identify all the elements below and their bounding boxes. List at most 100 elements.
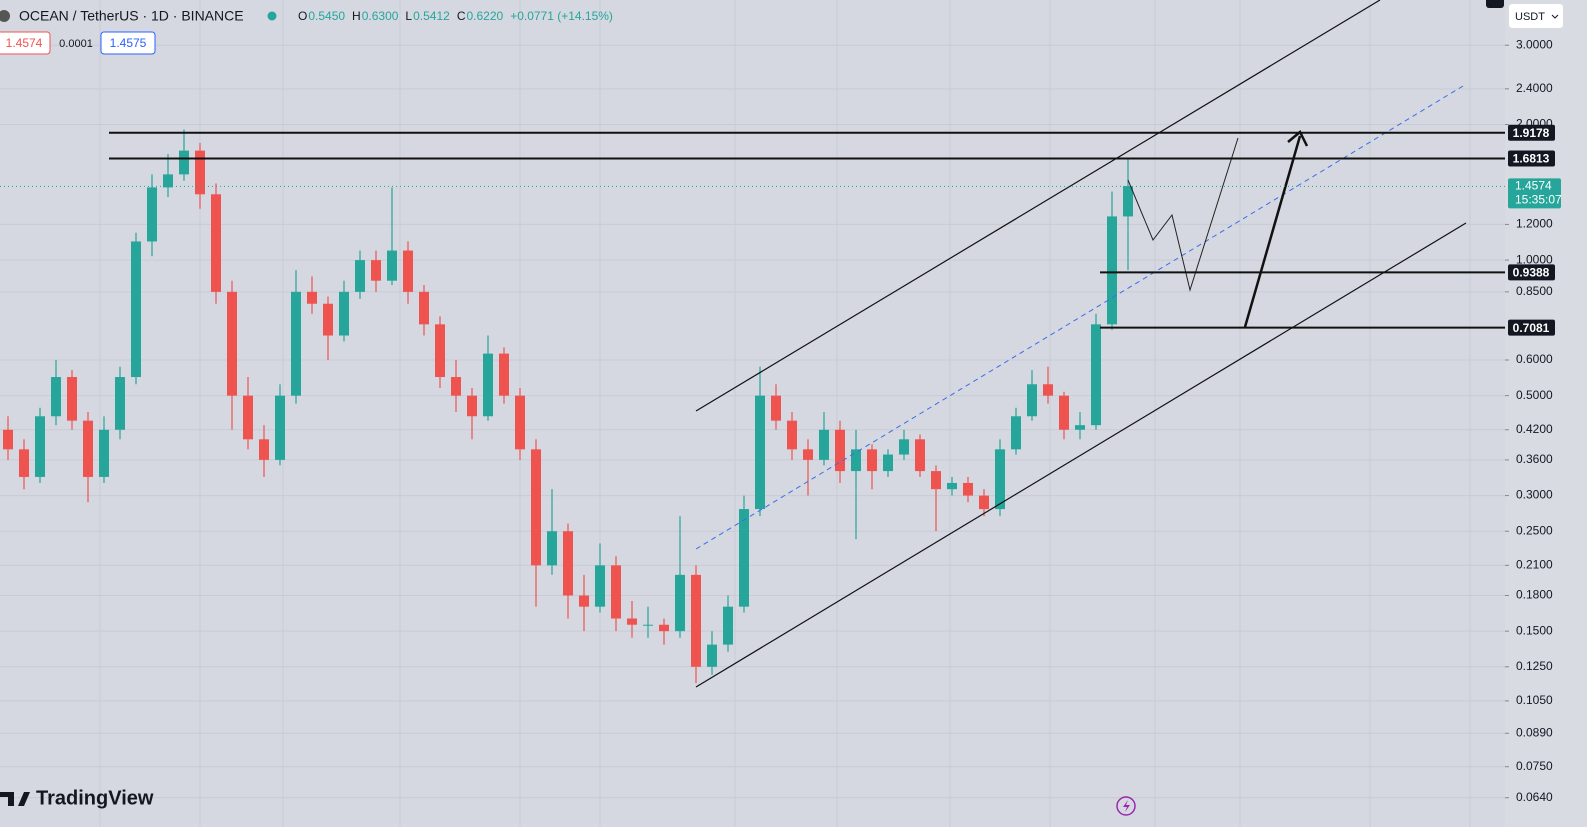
candle-body bbox=[339, 291, 349, 336]
bid[interactable]: 1.4574 bbox=[6, 36, 43, 50]
candle-body bbox=[83, 420, 93, 477]
y-tick-label: 2.0000 bbox=[1516, 117, 1553, 131]
candle-body bbox=[1107, 216, 1117, 325]
y-tick-label: 0.1250 bbox=[1516, 659, 1553, 673]
y-tick-label: 0.3600 bbox=[1516, 452, 1553, 466]
level-label: 0.9388 bbox=[1513, 266, 1550, 280]
candle-body bbox=[243, 395, 253, 440]
level-label-box bbox=[1508, 124, 1555, 141]
y-tick-label: 0.0640 bbox=[1516, 790, 1553, 804]
candle-body bbox=[387, 250, 397, 281]
dropdown-caret[interactable] bbox=[1551, 14, 1559, 19]
candle-body bbox=[563, 531, 573, 596]
level-label-box bbox=[1508, 264, 1555, 281]
ohlc-key: C bbox=[457, 9, 466, 23]
candle-body bbox=[259, 439, 269, 460]
candle-body bbox=[819, 429, 829, 460]
y-tick-label: 0.1050 bbox=[1516, 693, 1553, 707]
candle-body bbox=[403, 250, 413, 292]
current-price-label: 1.4574 bbox=[1515, 179, 1552, 193]
candle-body bbox=[787, 420, 797, 450]
candle-body bbox=[723, 606, 733, 645]
y-tick-label: 0.5000 bbox=[1516, 388, 1553, 402]
brand: TradingView bbox=[36, 787, 154, 809]
candle-body bbox=[531, 449, 541, 566]
candle-body bbox=[707, 644, 717, 667]
y-tick-label: 0.2100 bbox=[1516, 558, 1553, 572]
y-tick-label: 0.0750 bbox=[1516, 759, 1553, 773]
y-tick-label: 0.0890 bbox=[1516, 725, 1553, 739]
candle-body bbox=[979, 495, 989, 510]
candle-body bbox=[275, 395, 285, 460]
ohlc-value: 0.5450 bbox=[308, 9, 345, 23]
candle-body bbox=[691, 574, 701, 667]
ohlc-value: 0.5412 bbox=[413, 9, 450, 23]
ohlc: O 0.5450 H 0.6300 L 0.5412 C 0.6220 bbox=[298, 9, 504, 23]
candle-body bbox=[3, 429, 13, 450]
candle-body bbox=[483, 353, 493, 417]
candle-body bbox=[675, 574, 685, 632]
event-bolt[interactable] bbox=[1123, 800, 1130, 812]
currency-button[interactable] bbox=[1509, 4, 1563, 28]
currency[interactable]: USDT bbox=[1515, 11, 1545, 23]
candle-body bbox=[291, 291, 301, 396]
level-label: 0.7081 bbox=[1513, 321, 1550, 335]
candle-body bbox=[67, 377, 77, 421]
candle-body bbox=[419, 291, 429, 325]
candle-body bbox=[147, 187, 157, 242]
candle-body bbox=[579, 595, 589, 607]
candle-body bbox=[467, 395, 477, 417]
ohlc-key: L bbox=[405, 9, 412, 23]
y-tick-label: 0.8500 bbox=[1516, 284, 1553, 298]
candles bbox=[3, 129, 1133, 684]
candle-body bbox=[19, 449, 29, 477]
candle-body bbox=[643, 624, 653, 626]
candle-body bbox=[963, 482, 973, 496]
ohlc-key: H bbox=[352, 9, 361, 23]
y-tick-label: 2.4000 bbox=[1516, 81, 1553, 95]
change: +0.0771 (+14.15%) bbox=[510, 9, 613, 23]
candle-body bbox=[899, 439, 909, 455]
candle-body bbox=[1027, 384, 1037, 417]
candle-body bbox=[211, 194, 221, 292]
candle-body bbox=[803, 449, 813, 460]
ask[interactable]: 1.4575 bbox=[110, 36, 147, 50]
current-price-box bbox=[1508, 178, 1561, 209]
level-label: 1.6813 bbox=[1513, 152, 1550, 166]
y-tick-label: 0.3000 bbox=[1516, 488, 1553, 502]
countdown: 15:35:07 bbox=[1515, 193, 1562, 207]
candle-body bbox=[307, 291, 317, 304]
symbol-icon bbox=[0, 10, 10, 22]
ask-box[interactable] bbox=[100, 31, 156, 55]
y-tick-label: 1.0000 bbox=[1516, 252, 1553, 266]
candle-body bbox=[611, 565, 621, 619]
horizontal-grid bbox=[0, 44, 1505, 799]
level-label-box bbox=[1508, 150, 1555, 167]
candle-body bbox=[739, 509, 749, 607]
drawings bbox=[695, 0, 1467, 688]
channel-lower bbox=[695, 222, 1467, 688]
event-icon[interactable] bbox=[1116, 796, 1136, 816]
candle-body bbox=[931, 471, 941, 490]
candle-body bbox=[947, 482, 957, 490]
candle-body bbox=[771, 395, 781, 421]
candle-body bbox=[179, 150, 189, 175]
candle-body bbox=[371, 260, 381, 281]
candle-body bbox=[227, 291, 237, 396]
candle-body bbox=[51, 377, 61, 417]
candle-body bbox=[851, 449, 861, 472]
candle-body bbox=[355, 260, 365, 292]
bid-box[interactable] bbox=[0, 31, 51, 55]
y-tick-label: 1.2000 bbox=[1516, 217, 1553, 231]
level-label: 1.9178 bbox=[1513, 126, 1550, 140]
projection-arrow bbox=[1243, 135, 1302, 328]
scroll-button[interactable] bbox=[1486, 0, 1504, 8]
candle-body bbox=[595, 565, 605, 607]
ohlc-value: 0.6300 bbox=[362, 9, 399, 23]
candle-body bbox=[163, 174, 173, 188]
candle-body bbox=[499, 353, 509, 396]
candle-body bbox=[323, 303, 333, 336]
candle-body bbox=[835, 429, 845, 472]
candle-body bbox=[883, 454, 893, 472]
